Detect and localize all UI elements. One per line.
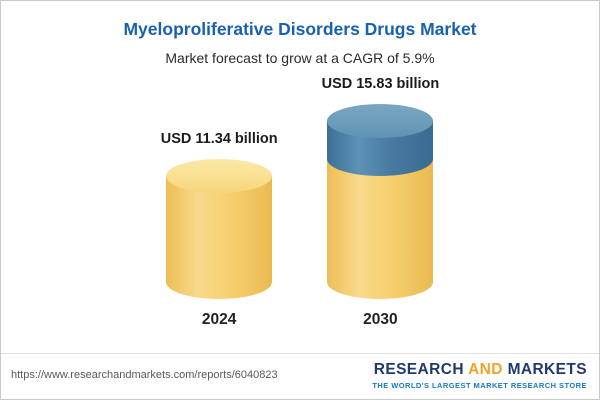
cylinder-2024-body [166,176,273,299]
brand-word-and: AND [468,360,503,378]
report-url-link[interactable]: https://www.researchandmarkets.com/repor… [11,369,278,382]
value-label-2024: USD 11.34 billion [160,131,278,147]
brand-tagline: THE WORLD'S LARGEST MARKET RESEARCH STOR… [372,381,587,390]
bar-group-2024: USD 11.34 billion 2024 [161,131,278,329]
brand-word-research: RESEARCH [373,360,464,378]
x-label-2030: 2030 [363,311,398,328]
footer: https://www.researchandmarkets.com/repor… [1,352,599,399]
cylinder-2024-top [166,159,273,193]
page-title: Myeloproliferative Disorders Drugs Marke… [123,19,477,39]
brand-name: RESEARCH AND MARKETS [372,361,587,378]
x-label-2024: 2024 [201,311,237,328]
page-subtitle: Market forecast to grow at a CAGR of 5.9… [165,50,435,66]
segment-base-2030 [327,159,434,299]
brand-word-markets: MARKETS [507,360,587,378]
value-label-2030: USD 15.83 billion [321,76,440,92]
cylinder-2024 [166,159,273,299]
cylinder-2030 [327,104,434,299]
chart-header: Myeloproliferative Disorders Drugs Marke… [1,1,599,66]
bar-group-2030: USD 15.83 billion 2030 [322,76,440,329]
cylinder-2030-top [327,104,434,138]
brand-logo: RESEARCH AND MARKETS THE WORLD'S LARGEST… [372,361,587,390]
chart-area: USD 11.34 billion 2024 USD 15.83 billion… [1,76,599,329]
